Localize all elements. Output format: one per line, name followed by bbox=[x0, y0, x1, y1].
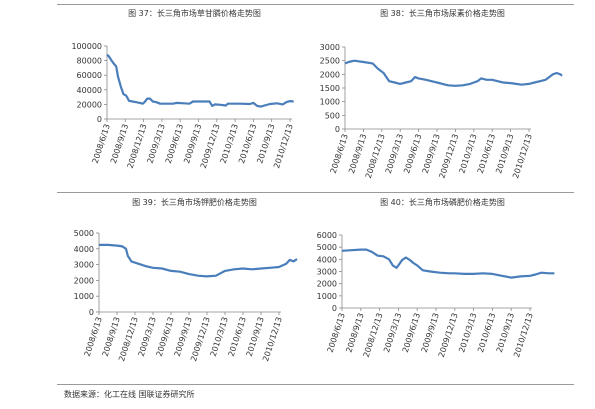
price-series-line bbox=[344, 59, 563, 87]
x-tick-label: 2009/3/13 bbox=[137, 316, 158, 358]
x-tick-label: 2010/6/13 bbox=[476, 312, 497, 354]
y-tick-label: 60000 bbox=[77, 71, 102, 80]
x-tick-label: 2010/3/13 bbox=[219, 123, 240, 165]
x-tick-label: 2010/3/13 bbox=[457, 312, 478, 354]
x-tick-label: 2008/6/13 bbox=[326, 312, 347, 354]
x-tick-label: 2010/12/13 bbox=[512, 312, 535, 359]
x-tick-label: 2009/6/13 bbox=[164, 123, 185, 165]
x-tick-label: 2008/9/13 bbox=[344, 312, 365, 354]
x-tick-label: 2008/9/13 bbox=[101, 316, 122, 358]
chart-panel-40: 图 40：长三角市场磷肥价格走势图 0 1000 2000 3000 4000 5000 6… bbox=[300, 191, 585, 369]
top-divider bbox=[57, 4, 574, 5]
x-tick-label: 2009/9/13 bbox=[420, 312, 441, 354]
x-tick-label: 2010/6/13 bbox=[237, 123, 258, 165]
x-tick-label: 2010/9/13 bbox=[245, 316, 266, 358]
x-tick-label: 2009/6/13 bbox=[155, 316, 176, 358]
y-tick-label: 3000 bbox=[317, 268, 337, 277]
x-tick-label: 2008/9/13 bbox=[347, 133, 368, 175]
x-tick-label: 2010/6/13 bbox=[476, 133, 497, 175]
chart-panel-39: 图 39：长三角市场钾肥价格走势图 0 1000 2000 3000 4000 5000 2… bbox=[52, 191, 337, 369]
y-tick-label: 1500 bbox=[320, 84, 340, 93]
y-tick-label: 0 bbox=[97, 115, 102, 124]
x-tick-label: 2010/9/13 bbox=[494, 133, 515, 175]
x-tick-label: 2009/6/13 bbox=[401, 312, 422, 354]
x-tick-label: 2009/3/13 bbox=[146, 123, 167, 165]
y-tick-label: 3000 bbox=[74, 261, 94, 270]
middle-divider bbox=[57, 192, 574, 193]
y-tick-label: 2000 bbox=[74, 276, 94, 285]
y-tick-label: 6000 bbox=[317, 231, 337, 240]
x-tick-label: 2009/6/13 bbox=[402, 133, 423, 175]
chart-caption: 图 37：长三角市场草甘膦价格走势图 bbox=[128, 9, 261, 18]
source-note: 数据来源：化工在线 国联证券研究所 bbox=[64, 390, 195, 399]
y-tick-label: 80000 bbox=[77, 57, 102, 66]
x-tick-label: 2010/9/13 bbox=[495, 312, 516, 354]
y-tick-label: 500 bbox=[325, 111, 340, 120]
x-tick-label: 2010/9/13 bbox=[255, 123, 276, 165]
x-tick-label: 2009/9/13 bbox=[182, 123, 203, 165]
x-tick-label: 2008/6/13 bbox=[83, 316, 104, 358]
price-series-line bbox=[106, 53, 294, 108]
x-tick-label: 2010/6/13 bbox=[227, 316, 248, 358]
y-tick-label: 0 bbox=[332, 304, 337, 313]
chart-svg: 0 20000 40000 60000 80000 100000 2008/6/132008… bbox=[71, 42, 295, 170]
y-tick-label: 40000 bbox=[77, 86, 102, 95]
y-tick-label: 2000 bbox=[320, 70, 340, 79]
x-tick-label: 2009/3/13 bbox=[384, 133, 405, 175]
y-tick-label: 5000 bbox=[317, 243, 337, 252]
price-series-line bbox=[99, 243, 298, 278]
x-tick-label: 2009/9/13 bbox=[173, 316, 194, 358]
bottom-divider bbox=[57, 384, 574, 385]
y-tick-label: 4000 bbox=[317, 255, 337, 264]
y-tick-label: 100000 bbox=[71, 42, 102, 51]
y-tick-label: 2500 bbox=[320, 57, 340, 66]
x-tick-label: 2010/3/13 bbox=[457, 133, 478, 175]
chart-panel-37: 图 37：长三角市场草甘膦价格走势图 0 20000 40000 60000 80000… bbox=[52, 2, 337, 180]
x-tick-label: 2008/6/13 bbox=[329, 133, 350, 175]
chart-svg: 0 500 1000 1500 2000 2500 3000 2008/6/132008/9/… bbox=[320, 43, 563, 180]
x-tick-label: 2008/9/13 bbox=[109, 123, 130, 165]
x-tick-label: 2009/9/13 bbox=[421, 133, 442, 175]
x-tick-label: 2009/3/13 bbox=[382, 312, 403, 354]
x-tick-label: 2008/6/13 bbox=[91, 123, 112, 165]
y-tick-label: 1000 bbox=[74, 292, 94, 301]
y-tick-label: 1000 bbox=[317, 292, 337, 301]
y-tick-label: 3000 bbox=[320, 43, 340, 52]
chart-panel-38: 图 38：长三角市场尿素价格走势图 0 500 1000 1500 2000 2500 30… bbox=[300, 2, 585, 180]
y-tick-label: 5000 bbox=[74, 229, 94, 238]
y-tick-label: 2000 bbox=[317, 280, 337, 289]
x-tick-label: 2010/3/13 bbox=[209, 316, 230, 358]
y-tick-label: 0 bbox=[335, 125, 340, 134]
x-tick-label: 2010/12/13 bbox=[272, 123, 295, 170]
y-tick-label: 0 bbox=[89, 308, 94, 317]
price-series-line bbox=[341, 248, 555, 279]
chart-svg: 0 1000 2000 3000 4000 5000 6000 2008/6/132008/9… bbox=[317, 231, 555, 359]
y-tick-label: 20000 bbox=[77, 100, 102, 109]
y-tick-label: 4000 bbox=[74, 245, 94, 254]
chart-caption: 图 38：长三角市场尿素价格走势图 bbox=[380, 9, 505, 18]
chart-caption: 图 39：长三角市场钾肥价格走势图 bbox=[132, 198, 257, 207]
chart-caption: 图 40：长三角市场磷肥价格走势图 bbox=[380, 198, 505, 207]
y-tick-label: 1000 bbox=[320, 98, 340, 107]
x-tick-label: 2010/12/13 bbox=[511, 133, 534, 180]
